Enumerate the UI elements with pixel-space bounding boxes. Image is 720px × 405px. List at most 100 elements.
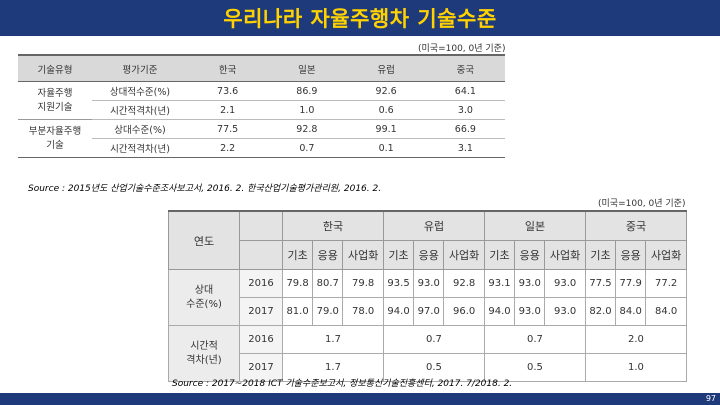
sub-header: 사업화 — [342, 240, 384, 270]
value-cell: 92.6 — [346, 81, 426, 101]
value-cell: 3.1 — [425, 138, 505, 158]
value-cell: 0.7 — [382, 325, 485, 354]
value-cell: 86.9 — [267, 81, 347, 101]
value-cell: 93.0 — [514, 269, 546, 298]
value-cell: 77.5 — [584, 269, 617, 298]
table2-unit-note: (미국=100, 0년 기준) — [598, 199, 686, 209]
value-cell: 78.0 — [342, 297, 384, 326]
sub-header: 사업화 — [443, 240, 485, 270]
value-cell: 92.8 — [267, 119, 347, 139]
sub-header: 기초 — [382, 240, 415, 270]
value-cell: 92.8 — [443, 269, 485, 298]
value-cell: 0.6 — [346, 100, 426, 120]
country-header: 중국 — [584, 210, 688, 241]
country-header: 한국 — [282, 210, 384, 241]
time-gap-label: 시간적 격차(년) — [168, 325, 240, 382]
sub-header: 기초 — [483, 240, 516, 270]
table-row: 2017 1.7 0.5 0.5 1.0 — [169, 353, 688, 382]
value-cell: 1.7 — [282, 325, 384, 354]
table-row: 시간적격차(년) 2.2 0.7 0.1 3.1 — [18, 138, 505, 158]
table-row: 부분자율주행 기술 상대수준(%) 77.5 92.8 99.1 66.9 — [18, 119, 505, 158]
value-cell: 79.8 — [281, 269, 314, 298]
value-cell: 84.0 — [645, 297, 687, 326]
value-cell: 66.9 — [425, 119, 505, 139]
year-header: 연도 — [168, 210, 240, 270]
value-cell: 0.7 — [267, 138, 347, 158]
country-header: 유럽 — [382, 210, 485, 241]
table1-source: Source : 2015년도 산업기술수준조사보고서, 2016. 2. 한국… — [28, 184, 382, 194]
value-cell: 93.0 — [544, 269, 586, 298]
sub-header: 응용 — [514, 240, 546, 270]
page-number: 97 — [705, 394, 716, 403]
value-cell: 84.0 — [615, 297, 647, 326]
value-cell: 93.1 — [483, 269, 516, 298]
value-cell: 93.0 — [514, 297, 546, 326]
value-cell: 94.0 — [483, 297, 516, 326]
value-cell: 80.7 — [312, 269, 344, 298]
sub-header: 응용 — [312, 240, 344, 270]
year-cell: 2017 — [239, 297, 283, 326]
table1-header-cell: 평가기준 — [92, 54, 188, 82]
value-cell: 79.0 — [312, 297, 344, 326]
table-row: 시간적 격차(년) 2016 1.7 0.7 0.7 2.0 — [168, 325, 688, 382]
value-cell: 81.0 — [281, 297, 314, 326]
criterion-cell: 상대적수준(%) — [92, 81, 188, 101]
table-row: 2017 81.0 79.0 78.0 94.0 97.0 96.0 94.0 … — [169, 297, 687, 326]
criterion-cell: 시간적격차(년) — [92, 138, 188, 158]
sub-header: 기초 — [281, 240, 314, 270]
value-cell: 94.0 — [382, 297, 415, 326]
value-cell: 93.5 — [382, 269, 415, 298]
value-cell: 77.5 — [188, 119, 268, 139]
value-cell: 1.7 — [282, 353, 384, 382]
row-label-header — [239, 210, 283, 241]
value-cell: 77.2 — [645, 269, 687, 298]
row-label-line: 상대 — [194, 284, 214, 296]
table1-header-cell: 한국 — [188, 54, 268, 82]
value-cell: 2.2 — [188, 138, 268, 158]
value-cell: 73.6 — [188, 81, 268, 101]
table2-country-header-row: 연도 한국 유럽 일본 중국 — [168, 210, 688, 270]
tech-type-line: 부분자율주행 — [28, 125, 82, 137]
table1-header-cell: 유럽 — [346, 54, 426, 82]
table-row: 상대 수준(%) 2016 79.8 80.7 79.8 93.5 93.0 92… — [168, 269, 687, 326]
title-bar: 우리나라 자율주행차 기술수준 — [0, 0, 720, 36]
value-cell: 64.1 — [425, 81, 505, 101]
row-label-line: 수준(%) — [186, 298, 222, 310]
sub-header: 사업화 — [645, 240, 687, 270]
table2-subheader-row: 기초 응용 사업화 기초 응용 사업화 기초 응용 사업화 기초 응용 사업화 — [169, 240, 687, 270]
value-cell: 93.0 — [413, 269, 445, 298]
value-cell: 96.0 — [443, 297, 485, 326]
table2: 연도 한국 유럽 일본 중국 기초 응용 사업화 기초 응용 사업화 기초 응용… — [168, 210, 688, 382]
sub-header: 기초 — [584, 240, 617, 270]
value-cell: 97.0 — [413, 297, 445, 326]
table2-source: Source : 2017~2018 ICT 기술수준보고서, 정보통신기술진흥… — [172, 379, 513, 389]
value-cell: 1.0 — [267, 100, 347, 120]
value-cell: 99.1 — [346, 119, 426, 139]
criterion-cell: 상대수준(%) — [92, 119, 188, 139]
sub-header: 응용 — [413, 240, 445, 270]
table1-header-row: 기술유형 평가기준 한국 일본 유럽 중국 — [18, 54, 505, 82]
sub-header: 사업화 — [544, 240, 586, 270]
criterion-cell: 시간적격차(년) — [92, 100, 188, 120]
table1-header-cell: 기술유형 — [18, 54, 92, 82]
row-label-line: 시간적 — [190, 340, 218, 352]
value-cell: 2.0 — [584, 325, 688, 354]
year-cell: 2016 — [239, 325, 283, 354]
sub-header: 응용 — [615, 240, 647, 270]
table1-header-cell: 중국 — [425, 54, 505, 82]
slide-title: 우리나라 자율주행차 기술수준 — [223, 7, 497, 31]
tech-type-line: 지원기술 — [37, 101, 73, 113]
value-cell: 82.0 — [584, 297, 617, 326]
year-subheader — [239, 240, 283, 270]
value-cell: 77.9 — [615, 269, 647, 298]
tech-type-line: 자율주행 — [37, 87, 73, 99]
year-cell: 2016 — [239, 269, 283, 298]
value-cell: 3.0 — [425, 100, 505, 120]
value-cell: 0.5 — [382, 353, 485, 382]
year-cell: 2017 — [239, 353, 283, 382]
country-header: 일본 — [483, 210, 586, 241]
